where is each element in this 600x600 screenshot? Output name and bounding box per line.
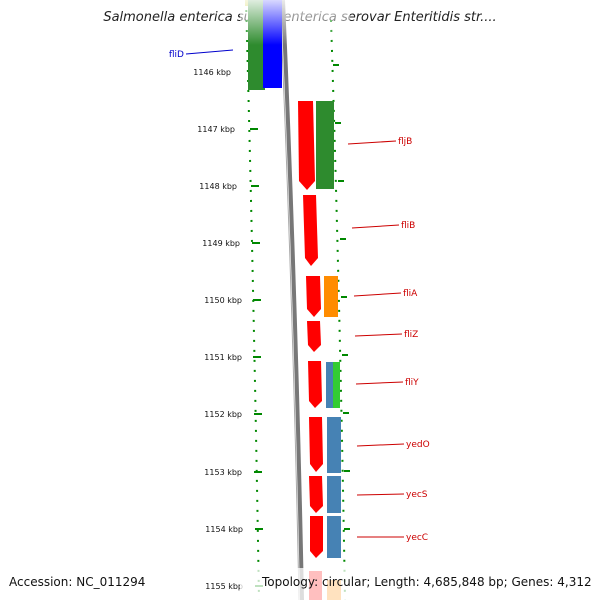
gene-feature-steelblue[interactable]: [327, 417, 341, 473]
gene-feature-red[interactable]: [298, 101, 315, 190]
inner-tick: [341, 296, 347, 298]
scale-label: 1153 kbp: [204, 468, 242, 477]
tick-1147: [250, 128, 258, 130]
gene-feature-red[interactable]: [308, 361, 322, 408]
inner-tick: [335, 122, 341, 124]
gene-label-yecC[interactable]: yecC: [406, 533, 428, 543]
leader-fliZ: [354, 333, 403, 337]
leader-fliA: [353, 292, 402, 297]
inner-tick: [343, 412, 349, 414]
tick-1149: [252, 242, 260, 244]
accession-label: Accession: NC_011294: [9, 575, 146, 589]
gene-feature-lime[interactable]: [333, 362, 340, 408]
gene-feature-orange[interactable]: [324, 276, 338, 317]
bottom-fade: [240, 568, 350, 600]
leader-fliB: [351, 224, 400, 229]
tick-1152: [254, 413, 262, 415]
inner-tick: [344, 470, 350, 472]
gene-feature-red[interactable]: [309, 476, 323, 513]
tick-1150: [253, 299, 261, 301]
gene-feature-red[interactable]: [307, 321, 321, 352]
leader-fliD: [185, 49, 234, 55]
scale-label: 1150 kbp: [204, 296, 242, 305]
gene-labels: fliD fljB fliB fliA fliZ fliY yedO yecS …: [169, 50, 430, 543]
gene-label-fliB[interactable]: fliB: [401, 221, 415, 231]
tick-1153: [254, 471, 262, 473]
topology-label: Topology: circular; Length: 4,685,848 bp…: [262, 575, 592, 589]
top-fade: [240, 0, 350, 45]
gene-feature-red[interactable]: [310, 516, 323, 558]
leader-yecS: [356, 493, 405, 496]
gene-label-fliZ[interactable]: fliZ: [404, 330, 418, 340]
leader-yedO: [356, 443, 405, 447]
scale-label: 1151 kbp: [204, 353, 242, 362]
inner-tick: [333, 64, 339, 66]
scale-label: 1146 kbp: [193, 68, 231, 77]
gene-label-fliA[interactable]: fliA: [403, 289, 418, 299]
gene-feature-green[interactable]: [316, 101, 334, 189]
tick-1151: [253, 356, 261, 358]
tick-1148: [251, 185, 259, 187]
inner-tick: [338, 180, 344, 182]
leader-fliY: [355, 381, 404, 385]
inner-tick: [344, 528, 350, 530]
gene-feature-steelblue[interactable]: [327, 516, 341, 558]
label-leader-lines: [185, 49, 405, 538]
scale-labels: 1146 kbp 1147 kbp 1148 kbp 1149 kbp 1150…: [193, 68, 243, 591]
leader-fljB: [347, 140, 397, 145]
genome-backbone: [281, 0, 304, 600]
gene-label-yedO[interactable]: yedO: [406, 440, 430, 450]
gene-label-fliY[interactable]: fliY: [405, 378, 419, 388]
scale-label: 1149 kbp: [202, 239, 240, 248]
gene-label-yecS[interactable]: yecS: [406, 490, 428, 500]
tick-1154: [255, 528, 263, 530]
backbone-shadow: [279, 0, 300, 600]
reverse-features: [298, 101, 341, 600]
gene-feature-red[interactable]: [306, 276, 321, 317]
inner-tick: [340, 238, 346, 240]
scale-label: 1147 kbp: [197, 125, 235, 134]
gene-feature-red[interactable]: [303, 195, 318, 266]
gene-label-fliD[interactable]: fliD: [169, 50, 184, 60]
gene-feature-steelblue[interactable]: [327, 476, 341, 513]
scale-label: 1152 kbp: [204, 410, 242, 419]
gene-feature-red[interactable]: [309, 417, 323, 472]
gene-feature-steelblue[interactable]: [326, 362, 334, 408]
scale-label: 1155 kbp: [205, 582, 243, 591]
gene-label-fljB[interactable]: fljB: [398, 137, 412, 147]
scale-label: 1154 kbp: [205, 525, 243, 534]
scale-label: 1148 kbp: [199, 182, 237, 191]
inner-tick: [342, 354, 348, 356]
